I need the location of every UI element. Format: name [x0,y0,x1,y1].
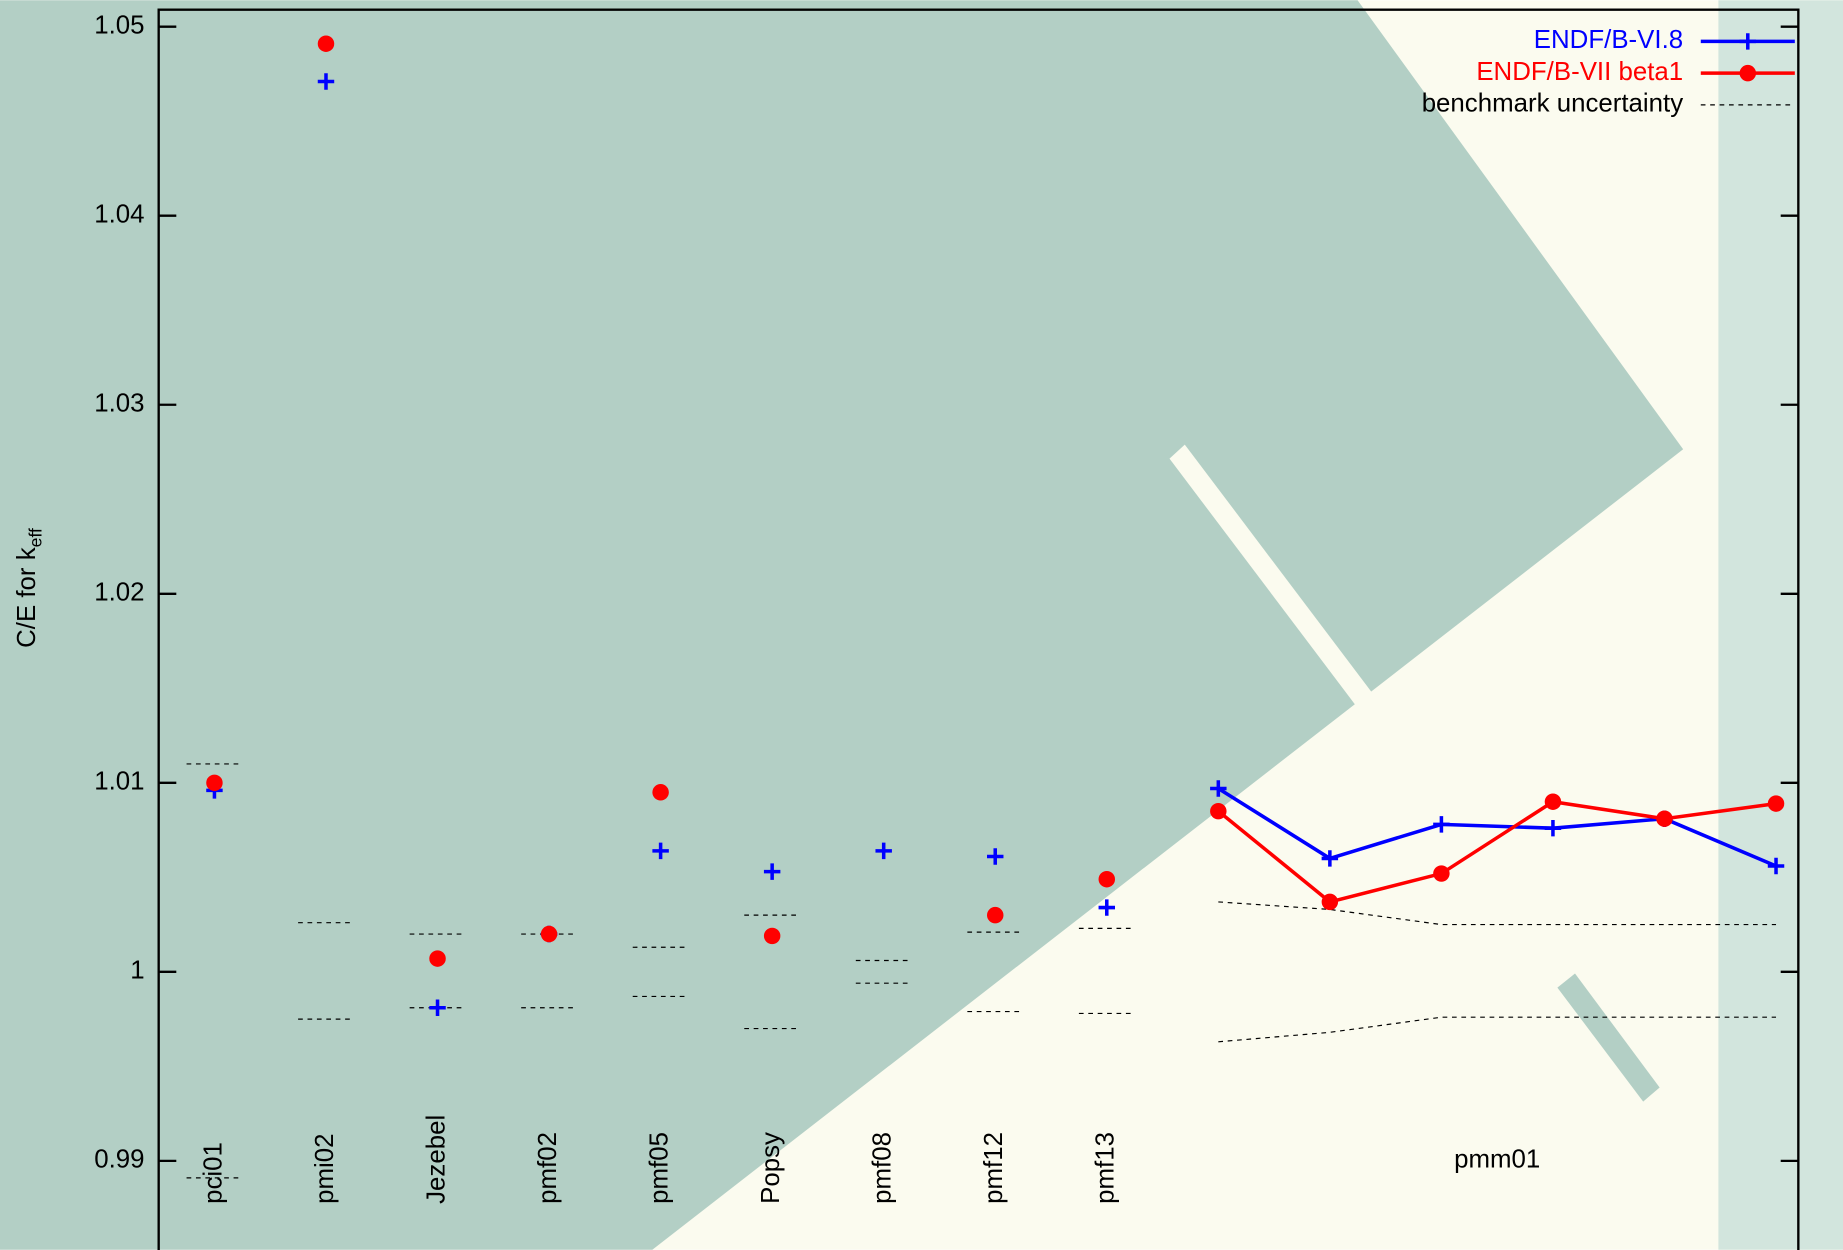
point-plus [987,848,1004,865]
y-axis-label-text: C/E for k [13,547,41,648]
annotation: pmm01 [1454,1146,1540,1174]
x-category-label: Jezebel [422,1115,450,1204]
x-category-label: pci01 [199,1142,227,1204]
point-plus [875,842,892,860]
x-category-label: pmf02 [534,1132,562,1204]
point-plus [1544,819,1562,837]
wallpaper-shape [1557,973,1660,1102]
point-circle [1767,795,1785,812]
x-category-label: pmf12 [980,1132,1008,1204]
x-category-label: pmf08 [869,1132,897,1204]
point-plus [763,863,781,880]
point-circle [206,774,223,792]
y-tick-label: 1.05 [94,12,144,40]
x-category-label: pmf13 [1092,1132,1120,1204]
y-axis-label-sub: eff [25,528,45,547]
x-category-label: Popsy [757,1132,785,1204]
point-plus [1210,780,1227,797]
point-circle [763,927,781,945]
point-circle [1433,865,1450,882]
point-plus [317,73,335,90]
x-category-label: pmf05 [645,1132,673,1204]
point-circle [987,906,1004,924]
point-circle [317,35,335,52]
y-tick-label: 1 [130,957,144,985]
wallpaper-shape [1169,444,1373,708]
point-circle [1656,810,1673,827]
point-circle [1321,893,1339,911]
y-tick-label: 1.02 [94,579,144,607]
legend-label: ENDF/B-VI.8 [1534,26,1683,54]
y-tick-label: 1.03 [94,390,144,418]
point-circle [652,784,669,801]
point-circle [1098,870,1116,888]
x-category-label: pmi02 [311,1133,339,1203]
point-circle [1210,802,1227,820]
point-plus [429,999,446,1016]
point-plus [1098,899,1116,916]
legend-marker [1739,33,1757,50]
point-circle [540,925,558,943]
legend-label: ENDF/B-VII beta1 [1476,58,1683,86]
y-tick-label: 0.99 [94,1146,144,1174]
point-plus [1321,850,1339,867]
point-circle [429,950,446,967]
series-line [1217,799,1777,904]
y-tick-label: 1.01 [94,768,144,796]
series-line [1217,786,1777,868]
point-plus [1767,857,1785,875]
point-circle [1544,793,1562,810]
point-plus [652,842,669,860]
plot-frame [157,8,1800,1250]
point-plus [1433,816,1450,833]
wallpaper-strip [1718,0,1843,1250]
wallpaper-shape [0,0,1684,1250]
legend-label: benchmark uncertainty [1422,90,1684,118]
y-tick-label: 1.04 [94,201,144,229]
y-axis-label: C/E for keff [13,528,45,648]
legend-marker [1739,64,1757,82]
